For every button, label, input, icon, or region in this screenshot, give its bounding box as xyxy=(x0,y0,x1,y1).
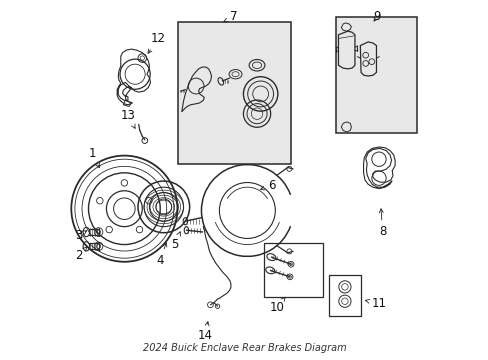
Text: 2: 2 xyxy=(75,247,87,262)
Text: 13: 13 xyxy=(120,109,135,129)
Text: 2024 Buick Enclave Rear Brakes Diagram: 2024 Buick Enclave Rear Brakes Diagram xyxy=(142,343,346,353)
Text: 8: 8 xyxy=(378,209,386,238)
Text: 3: 3 xyxy=(75,229,86,242)
Text: 6: 6 xyxy=(260,179,275,192)
Bar xyxy=(335,17,416,134)
Bar xyxy=(264,243,323,297)
Text: 9: 9 xyxy=(373,10,380,23)
Bar xyxy=(328,275,360,316)
Text: 7: 7 xyxy=(224,10,237,23)
Text: 10: 10 xyxy=(269,297,285,314)
Text: 14: 14 xyxy=(197,322,212,342)
Text: 12: 12 xyxy=(148,32,165,53)
Text: 1: 1 xyxy=(88,147,99,168)
Bar xyxy=(178,22,290,164)
Text: 11: 11 xyxy=(365,297,386,310)
Text: 5: 5 xyxy=(170,232,180,251)
Text: 4: 4 xyxy=(156,243,166,267)
